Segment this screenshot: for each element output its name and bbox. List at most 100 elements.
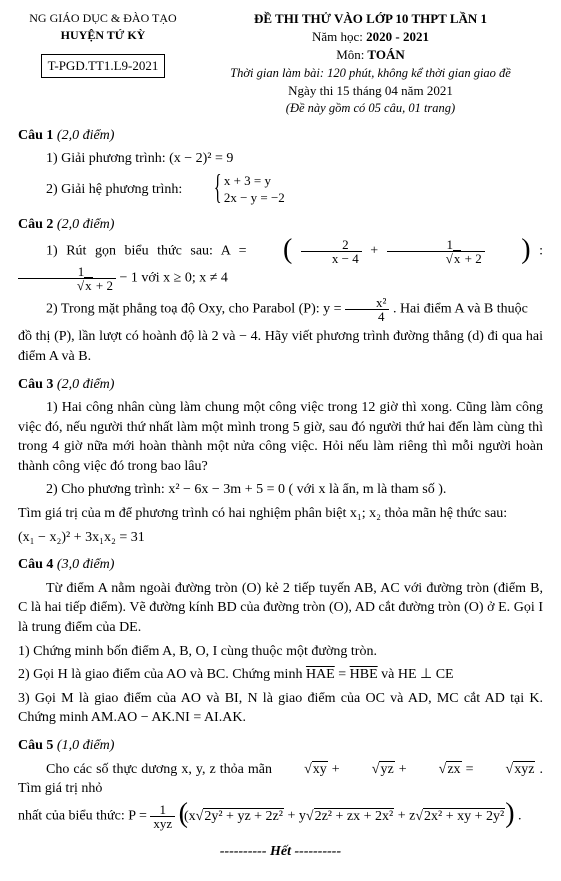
q3-p2: 2) Cho phương trình: x² − 6x − 3m + 5 = … xyxy=(18,480,543,500)
subject-value: TOÁN xyxy=(367,47,404,62)
end-line: ---------- Hết ---------- xyxy=(18,842,543,862)
q2-colon: : xyxy=(539,244,543,259)
q2-p2a: 2) Trong mặt phẳng toạ độ Oxy, cho Parab… xyxy=(18,296,543,323)
q3-points: (2,0 điểm) xyxy=(57,377,115,392)
q2-p1-tail: − 1 với x ≥ 0; x ≠ 4 xyxy=(119,271,227,286)
plus-sign: + xyxy=(370,244,386,259)
count-line: (Đề này gồm có 05 câu, 01 trang) xyxy=(198,100,543,118)
q2-f2d-tail: + 2 xyxy=(461,251,481,266)
q4-p2: 1) Chứng minh bốn điểm A, B, O, I cùng t… xyxy=(18,642,543,662)
q2-f3d: x + 2 xyxy=(18,279,116,292)
q1-sys-line1: x + 3 = y xyxy=(196,173,285,190)
year-line: Năm học: 2020 - 2021 xyxy=(198,28,543,46)
q2-p1-a: 1) Rút gọn biểu thức sau: A = xyxy=(46,244,255,259)
sqrt-xyz: xyz xyxy=(478,760,536,780)
q2-p2b: đồ thị (P), lần lượt có hoành độ là 2 và… xyxy=(18,327,543,366)
q5-frac: 1 xyz xyxy=(150,803,175,830)
q2-p1: 1) Rút gọn biểu thức sau: A = ( 2 x − 4 … xyxy=(18,238,543,292)
org-line: NG GIÁO DỤC & ĐÀO TẠO xyxy=(18,10,188,27)
sqrt-r1: 2y² + yz + 2z² xyxy=(196,807,284,827)
q5-p2: nhất của biểu thức: P = 1 xyz ((x2y² + y… xyxy=(18,803,543,830)
q1-head: Câu 1 (2,0 điểm) xyxy=(18,126,543,146)
q2-f3d-sqrt: x xyxy=(84,277,93,293)
q5-fn: 1 xyxy=(150,803,175,817)
sqrt-r2: 2z² + zx + 2x² xyxy=(306,807,394,827)
header: NG GIÁO DỤC & ĐÀO TẠO HUYỆN TỨ KỲ T-PGD.… xyxy=(18,10,543,118)
q5-r3: 2x² + xy + 2y² xyxy=(423,808,505,824)
q2-frac3: 1 x + 2 xyxy=(18,265,116,292)
district-line: HUYỆN TỨ KỲ xyxy=(18,27,188,44)
q2-f1d: x − 4 xyxy=(301,252,362,265)
q5-mid2: + z xyxy=(394,809,415,824)
q3-number: Câu 3 xyxy=(18,377,53,392)
q2-p2-a: 2) Trong mặt phẳng toạ độ Oxy, cho Parab… xyxy=(46,302,345,317)
q5-p2-a: nhất của biểu thức: P = xyxy=(18,809,150,824)
subject-label: Môn: xyxy=(336,47,364,62)
year-value: 2020 - 2021 xyxy=(366,29,429,44)
q2-f1n: 2 xyxy=(301,238,362,252)
q5-r1: 2y² + yz + 2z² xyxy=(203,808,284,824)
q2-frac2: 1 x + 2 xyxy=(387,238,485,265)
q2-p2-tail: . Hai điểm A và B thuộc xyxy=(393,302,528,317)
exam-title: ĐỀ THI THỬ VÀO LỚP 10 THPT LẦN 1 xyxy=(198,10,543,28)
sqrt-r3: 2x² + xy + 2y² xyxy=(415,807,505,827)
q5-p1-a: Cho các số thực dương x, y, z thỏa mãn xyxy=(46,762,276,777)
q2-p2-frac: x² 4 xyxy=(345,296,389,323)
q4-points: (3,0 điểm) xyxy=(57,557,115,572)
q5-points: (1,0 điểm) xyxy=(57,738,115,753)
q2-p2-fd: 4 xyxy=(345,310,389,323)
q1-system: x + 3 = y 2x − y = −2 xyxy=(186,173,285,207)
angle-hbe: HBE xyxy=(350,667,378,682)
q2-f2d: x + 2 xyxy=(387,252,485,265)
q4-p3-and: và HE ⊥ CE xyxy=(381,667,453,682)
sqrt-zx: zx xyxy=(411,760,462,780)
q1-points: (2,0 điểm) xyxy=(57,128,115,143)
time-note: Thời gian làm bài: 120 phút, không kể th… xyxy=(198,65,543,83)
q5-s1: xy xyxy=(312,761,328,777)
q2-f2d-sqrt: x xyxy=(453,250,462,266)
angle-hae: HAE xyxy=(306,667,335,682)
q4-number: Câu 4 xyxy=(18,557,53,572)
q3-p2-text: 2) Cho phương trình: x² − 6x − 3m + 5 = … xyxy=(46,482,446,497)
q5-p1: Cho các số thực dương x, y, z thỏa mãn x… xyxy=(18,760,543,799)
q1-number: Câu 1 xyxy=(18,128,53,143)
q5-fd: xyz xyxy=(150,817,175,830)
q5-s2: yz xyxy=(379,761,394,777)
q5-r2: 2z² + zx + 2x² xyxy=(314,808,395,824)
q5-s4: xyz xyxy=(513,761,535,777)
q1-p1: 1) Giải phương trình: (x − 2)² = 9 xyxy=(18,149,543,169)
header-left: NG GIÁO DỤC & ĐÀO TẠO HUYỆN TỨ KỲ T-PGD.… xyxy=(18,10,188,118)
q2-number: Câu 2 xyxy=(18,217,53,232)
q2-points: (2,0 điểm) xyxy=(57,217,115,232)
q2-p2-fn: x² xyxy=(345,296,389,310)
q5-mid1: + y xyxy=(284,809,306,824)
sqrt-yz: yz xyxy=(344,760,395,780)
q2-frac1: 2 x − 4 xyxy=(301,238,362,265)
eq-sign: = xyxy=(338,667,349,682)
q3-head: Câu 3 (2,0 điểm) xyxy=(18,375,543,395)
year-label: Năm học: xyxy=(312,29,363,44)
q4-head: Câu 4 (3,0 điểm) xyxy=(18,555,543,575)
q1-p2: 2) Giải hệ phương trình: x + 3 = y 2x − … xyxy=(18,173,543,207)
q3-p4: (x₁ − x₂)² + 3x₁x₂ = 31 xyxy=(18,528,543,548)
sqrt-xy: xy xyxy=(276,760,328,780)
q5-head: Câu 5 (1,0 điểm) xyxy=(18,736,543,756)
q2-f3d-tail: + 2 xyxy=(93,278,113,293)
q2-f2n: 1 xyxy=(387,238,485,252)
q5-number: Câu 5 xyxy=(18,738,53,753)
q2-f3n: 1 xyxy=(18,265,116,279)
q3-p3: Tìm giá trị của m để phương trình có hai… xyxy=(18,504,543,524)
exam-code: T-PGD.TT1.L9-2021 xyxy=(41,54,166,78)
q1-sys-line2: 2x − y = −2 xyxy=(196,190,285,207)
date-line: Ngày thi 15 tháng 04 năm 2021 xyxy=(198,82,543,100)
header-right: ĐỀ THI THỬ VÀO LỚP 10 THPT LẦN 1 Năm học… xyxy=(198,10,543,118)
q4-p4: 3) Gọi M là giao điểm của AO và BI, N là… xyxy=(18,689,543,728)
q1-p2-prefix: 2) Giải hệ phương trình: xyxy=(46,182,186,197)
subject-line: Môn: TOÁN xyxy=(198,46,543,64)
q5-s3: zx xyxy=(446,761,461,777)
q3-p1: 1) Hai công nhân cùng làm chung một công… xyxy=(18,398,543,476)
q2-head: Câu 2 (2,0 điểm) xyxy=(18,215,543,235)
q4-p3-a: 2) Gọi H là giao điểm của AO và BC. Chứn… xyxy=(18,667,306,682)
q4-p1: Từ điểm A nằm ngoài đường tròn (O) kẻ 2 … xyxy=(18,579,543,638)
q4-p3: 2) Gọi H là giao điểm của AO và BC. Chứn… xyxy=(18,665,543,685)
